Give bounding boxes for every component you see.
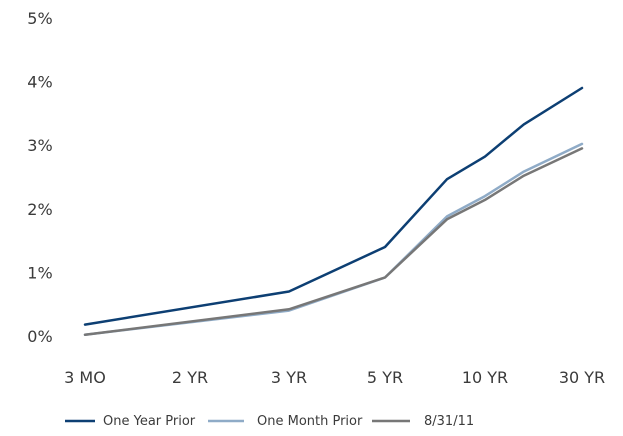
- x-tick-label: 3 YR: [271, 368, 307, 387]
- x-tick-label: 3 MO: [64, 368, 106, 387]
- y-tick-label: 4%: [27, 73, 52, 92]
- y-tick-label: 2%: [27, 200, 52, 219]
- series-line: [83, 147, 584, 336]
- y-tick-label: 0%: [27, 327, 52, 346]
- x-tick-label: 10 YR: [462, 368, 508, 387]
- y-axis-tick-labels: 0% 1% 2% 3% 4% 5%: [27, 9, 52, 346]
- series-line: [83, 86, 584, 326]
- y-tick-label: 1%: [27, 263, 52, 282]
- series-line: [83, 142, 584, 336]
- legend-label: One Month Prior: [257, 414, 363, 429]
- legend: One Year Prior One Month Prior 8/31/11: [65, 414, 474, 429]
- x-tick-label: 2 YR: [172, 368, 208, 387]
- legend-label: One Year Prior: [103, 414, 196, 429]
- legend-label: 8/31/11: [424, 414, 474, 429]
- y-tick-label: 3%: [27, 136, 52, 155]
- x-tick-label: 30 YR: [559, 368, 605, 387]
- y-tick-label: 5%: [27, 9, 52, 28]
- x-tick-label: 5 YR: [367, 368, 403, 387]
- x-axis-tick-labels: 3 MO 2 YR 3 YR 5 YR 10 YR 30 YR: [64, 368, 605, 387]
- series-lines: [83, 86, 584, 336]
